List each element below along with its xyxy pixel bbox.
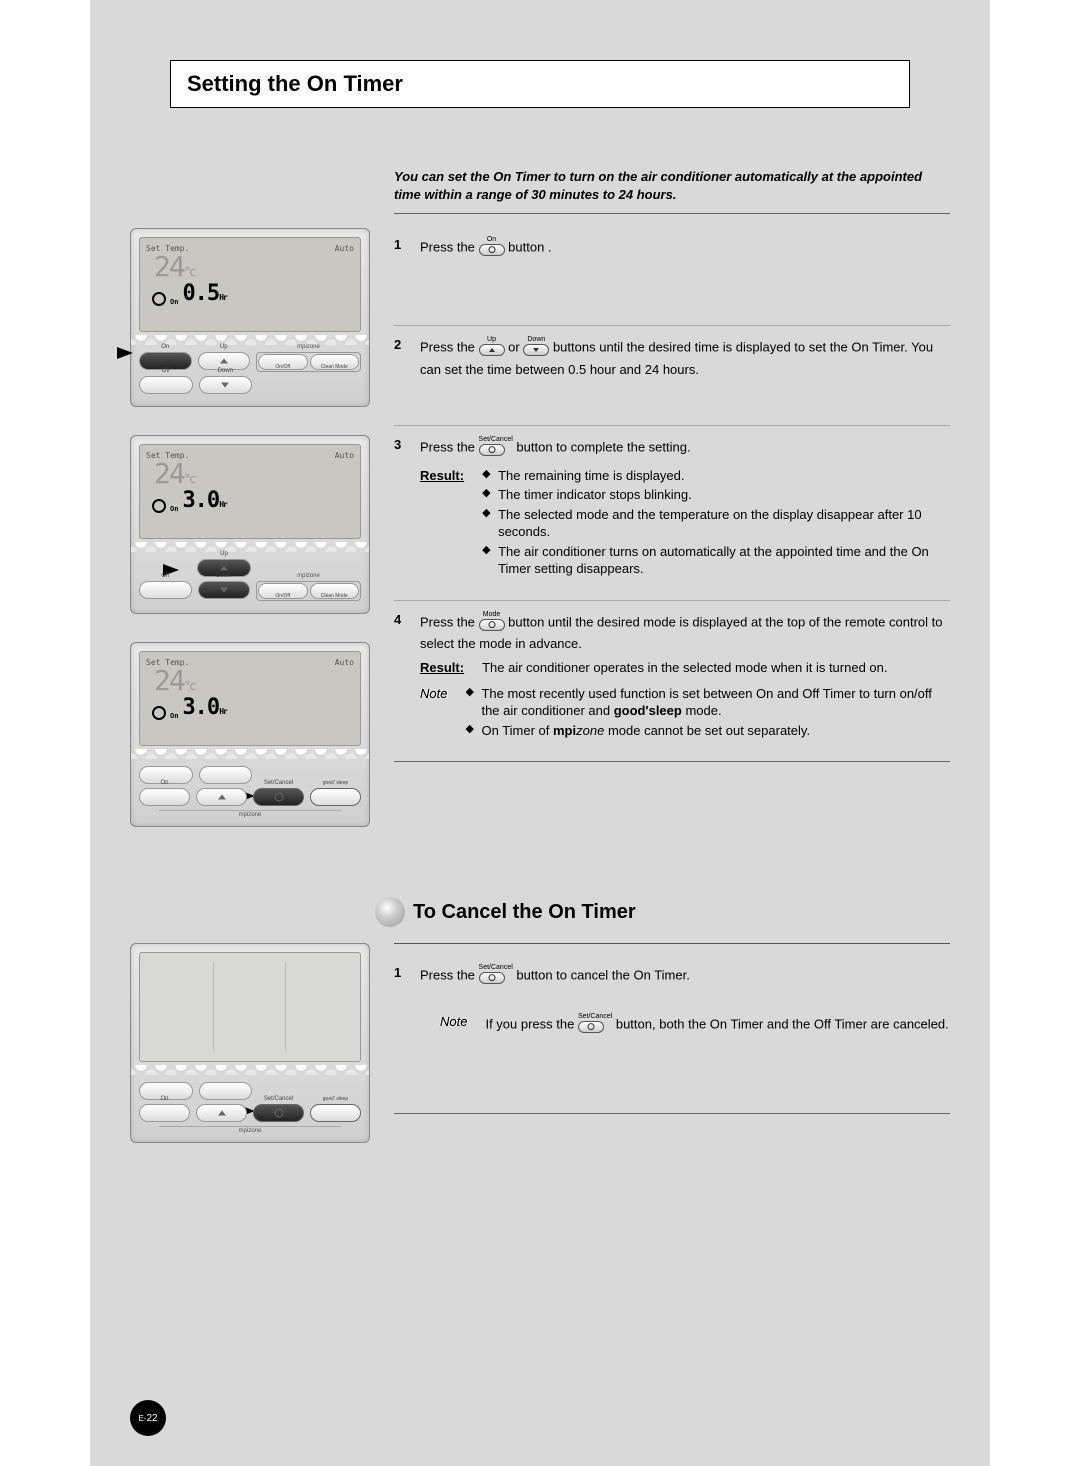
- mpizone-group: mpizone On/Off Clean Mode: [256, 352, 361, 372]
- remote-off-button: Off: [139, 376, 193, 394]
- main-content: Set Temp. Auto 24°c On 0.5Hr On: [90, 108, 990, 867]
- mpizone-onoff-button: On/Off: [258, 354, 308, 370]
- remote-good-sleep-button: good' sleep: [310, 1104, 361, 1122]
- button-icon-down: Down: [523, 336, 549, 361]
- remote-down-button: Down: [198, 581, 251, 599]
- title-box: Setting the On Timer: [170, 60, 910, 108]
- note-label: Note: [440, 1013, 467, 1038]
- pointer-icon: [117, 347, 133, 359]
- cancel-heading: To Cancel the On Timer: [413, 901, 636, 924]
- remote-good-sleep-button: good' sleep: [310, 788, 361, 806]
- lcd-temp: 24°c: [146, 253, 354, 281]
- lcd-3: Set Temp. Auto 24°c On 3.0Hr: [139, 651, 361, 746]
- sphere-bullet-icon: [375, 897, 405, 927]
- wavy-cut-icon: [131, 749, 369, 759]
- remote-buttons: On Up mpizone On/Off Clean Mode Off Down: [139, 348, 361, 394]
- button-icon-up: Up: [479, 336, 505, 361]
- button-icon-set-cancel: Set/Cancel: [479, 436, 513, 461]
- remote-set-cancel-button: Set/Cancel: [253, 1104, 304, 1122]
- step-2: 2 Press the Up or Down buttons until the…: [394, 326, 950, 426]
- button-icon-set-cancel: Set/Cancel: [479, 964, 513, 989]
- intro-text: You can set the On Timer to turn on the …: [394, 168, 950, 214]
- remote-set-cancel-button: Set/Cancel: [253, 788, 304, 806]
- cancel-step-1: 1 Press the Set/Cancel button to cancel …: [394, 954, 950, 1114]
- cancel-note-text: If you press the Set/Cancel button, both…: [485, 1013, 948, 1038]
- result-label: Result:: [420, 467, 464, 580]
- clock-icon: [152, 706, 166, 720]
- page-number: E-22: [130, 1400, 166, 1436]
- step-3: 3 Press the Set/Cancel button to complet…: [394, 426, 950, 601]
- remote-off-button: Off: [139, 581, 192, 599]
- cancel-heading-row: To Cancel the On Timer: [375, 897, 950, 927]
- button-icon-set-cancel: Set/Cancel: [578, 1013, 612, 1038]
- remote-3: Set Temp. Auto 24°c On 3.0Hr: [130, 642, 370, 827]
- wavy-cut-icon: [131, 1065, 369, 1075]
- page-title: Setting the On Timer: [187, 71, 893, 97]
- remote-on-button: On: [139, 1104, 190, 1122]
- result-list: The remaining time is displayed. The tim…: [482, 467, 950, 580]
- divider: [394, 943, 950, 944]
- note-list: The most recently used function is set b…: [465, 685, 950, 742]
- remote-on-button: On: [139, 788, 190, 806]
- result-label: Result:: [420, 659, 464, 677]
- lcd-1: Set Temp. Auto 24°c On 0.5Hr: [139, 237, 361, 332]
- note-item: The most recently used function is set b…: [465, 685, 950, 720]
- note-label: Note: [420, 685, 447, 742]
- clock-icon: [152, 499, 166, 513]
- lcd-auto-label: Auto: [335, 244, 354, 253]
- remote-cancel: On Set/Cancel good' sleep mpizone: [130, 943, 370, 1143]
- note-item: On Timer of mpizone mode cannot be set o…: [465, 722, 950, 740]
- step-1: 1 Press the On button .: [394, 226, 950, 326]
- lcd-blank: [139, 952, 361, 1062]
- remote-illustrations: Set Temp. Auto 24°c On 0.5Hr On: [130, 168, 370, 827]
- mpizone-clean-button: Clean Mode: [310, 354, 360, 370]
- lcd-timer-row: On 0.5Hr: [146, 281, 354, 306]
- step-4: 4 Press the Mode button until the desire…: [394, 601, 950, 762]
- remote-1: Set Temp. Auto 24°c On 0.5Hr On: [130, 228, 370, 407]
- remote-down-button: Down: [199, 376, 253, 394]
- remote-2: Set Temp. Auto 24°c On 3.0Hr Up: [130, 435, 370, 614]
- clock-icon: [152, 292, 166, 306]
- manual-page: Setting the On Timer Set Temp. Auto 24°c: [90, 0, 990, 1466]
- mpizone-group: mpizone On/Off Clean Mode: [256, 581, 361, 601]
- cancel-section: To Cancel the On Timer On: [90, 897, 990, 1183]
- lcd-2: Set Temp. Auto 24°c On 3.0Hr: [139, 444, 361, 539]
- button-icon-on: On: [479, 236, 505, 261]
- instructions: You can set the On Timer to turn on the …: [394, 168, 950, 827]
- button-icon-mode: Mode: [479, 611, 505, 636]
- wavy-cut-icon: [131, 542, 369, 552]
